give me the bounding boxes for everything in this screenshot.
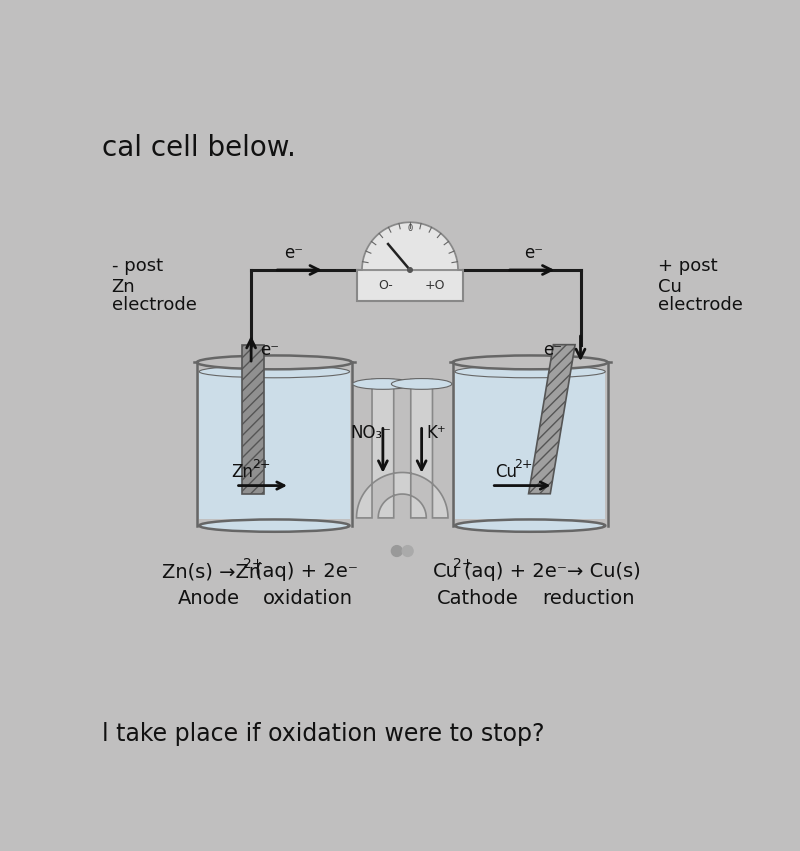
Text: Cu: Cu [434, 563, 459, 581]
Ellipse shape [199, 519, 350, 532]
Ellipse shape [455, 519, 606, 532]
Text: e⁻: e⁻ [261, 341, 279, 359]
Text: 2+: 2+ [252, 458, 270, 471]
Ellipse shape [453, 356, 608, 369]
Text: Zn: Zn [112, 278, 135, 296]
Text: Zn: Zn [232, 463, 254, 481]
Text: Anode: Anode [178, 589, 239, 608]
Circle shape [408, 268, 412, 272]
Text: O-: O- [378, 279, 393, 292]
Ellipse shape [197, 356, 352, 369]
Text: e⁻: e⁻ [525, 243, 543, 261]
Circle shape [402, 545, 413, 557]
Polygon shape [242, 345, 263, 494]
Text: Zn(s) →Zn: Zn(s) →Zn [162, 563, 261, 581]
Polygon shape [358, 270, 462, 300]
Text: 2+: 2+ [514, 458, 532, 471]
Polygon shape [199, 372, 350, 519]
Text: +O: +O [425, 279, 445, 292]
Text: Cathode: Cathode [437, 589, 519, 608]
Ellipse shape [353, 379, 413, 389]
Text: + post: + post [658, 257, 718, 275]
Text: 2+: 2+ [453, 557, 473, 571]
Text: Cu: Cu [495, 463, 518, 481]
Text: (aq) + 2e⁻: (aq) + 2e⁻ [255, 563, 358, 581]
Text: cal cell below.: cal cell below. [102, 134, 295, 163]
Polygon shape [362, 222, 458, 270]
Circle shape [391, 545, 402, 557]
Text: 0: 0 [407, 224, 413, 233]
Text: K⁺: K⁺ [426, 424, 446, 443]
Ellipse shape [199, 365, 350, 378]
Polygon shape [357, 380, 448, 518]
Text: electrode: electrode [112, 296, 197, 314]
Text: NO₃⁻: NO₃⁻ [350, 424, 391, 443]
Text: e⁻: e⁻ [543, 341, 562, 359]
Text: e⁻: e⁻ [284, 243, 303, 261]
Ellipse shape [455, 365, 606, 378]
Text: 2+: 2+ [243, 557, 264, 571]
Text: Cu: Cu [658, 278, 682, 296]
Polygon shape [455, 372, 606, 519]
Text: l take place if oxidation were to stop?: l take place if oxidation were to stop? [102, 722, 544, 745]
Polygon shape [529, 345, 575, 494]
Text: (aq) + 2e⁻→ Cu(s): (aq) + 2e⁻→ Cu(s) [464, 563, 641, 581]
Text: electrode: electrode [658, 296, 743, 314]
Text: oxidation: oxidation [262, 589, 353, 608]
Text: reduction: reduction [542, 589, 634, 608]
Ellipse shape [391, 379, 452, 389]
Text: - post: - post [112, 257, 162, 275]
